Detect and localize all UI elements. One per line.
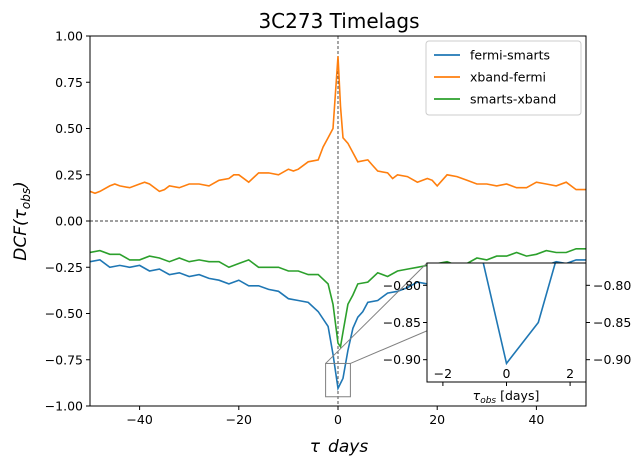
zoom-connector-line xyxy=(325,262,428,364)
inset-y-tick-label-left: −0.85 xyxy=(383,315,421,330)
x-tick-label: −40 xyxy=(126,412,152,427)
y-tick-label: 0.50 xyxy=(55,121,83,136)
legend-label-smarts-xband: smarts-xband xyxy=(470,92,556,107)
x-axis-label: τ days xyxy=(310,437,369,457)
y-tick-label: −0.25 xyxy=(45,260,83,275)
y-tick-label: 1.00 xyxy=(55,29,83,44)
legend: fermi-smarts xband-fermi smarts-xband xyxy=(425,40,582,116)
x-tick-label: −20 xyxy=(226,412,252,427)
x-tick-label: 20 xyxy=(429,412,445,427)
inset-x-tick-label: 0 xyxy=(503,366,511,381)
legend-label-fermi-smarts: fermi-smarts xyxy=(470,48,550,63)
legend-label-xband-fermi: xband-fermi xyxy=(470,70,546,85)
series-line-smarts-xband xyxy=(90,248,586,349)
inset-series-line-fermi-smarts xyxy=(482,263,557,366)
inset-x-label: τobs [days] xyxy=(473,388,540,406)
y-tick-label: 0.25 xyxy=(55,167,83,182)
y-axis-label: DCF(τobs) xyxy=(11,181,33,260)
inset-x-tick-label: 2 xyxy=(566,366,574,381)
y-tick-label: 0.00 xyxy=(55,214,83,229)
y-axis-label-close: ) xyxy=(11,181,31,190)
series-line-xband-fermi xyxy=(90,56,586,195)
y-tick-label: −1.00 xyxy=(45,399,83,414)
y-axis-label-main: DCF(τ xyxy=(11,208,31,260)
x-tick-label: 0 xyxy=(334,412,342,427)
zoom-region-box xyxy=(325,362,351,398)
x-axis-label-symbol: τ xyxy=(310,437,321,457)
y-tick-label: −0.75 xyxy=(45,352,83,367)
legend-box xyxy=(425,40,582,116)
x-tick-label: 40 xyxy=(528,412,544,427)
y-tick-label: 0.75 xyxy=(55,75,83,90)
inset-y-tick-label-left: −0.80 xyxy=(383,278,421,293)
inset-y-tick-label-right: −0.90 xyxy=(593,352,631,367)
inset-x-tick-label: −2 xyxy=(434,366,452,381)
inset-y-tick-label-left: −0.90 xyxy=(383,352,421,367)
inset-y-tick-label-right: −0.80 xyxy=(593,278,631,293)
inset-y-tick-label-right: −0.85 xyxy=(593,315,631,330)
y-axis-label-sub: obs xyxy=(19,188,33,209)
y-tick-label: −0.50 xyxy=(45,306,83,321)
chart-title: 3C273 Timelags xyxy=(258,9,419,33)
x-axis-label-unit: days xyxy=(328,437,368,457)
